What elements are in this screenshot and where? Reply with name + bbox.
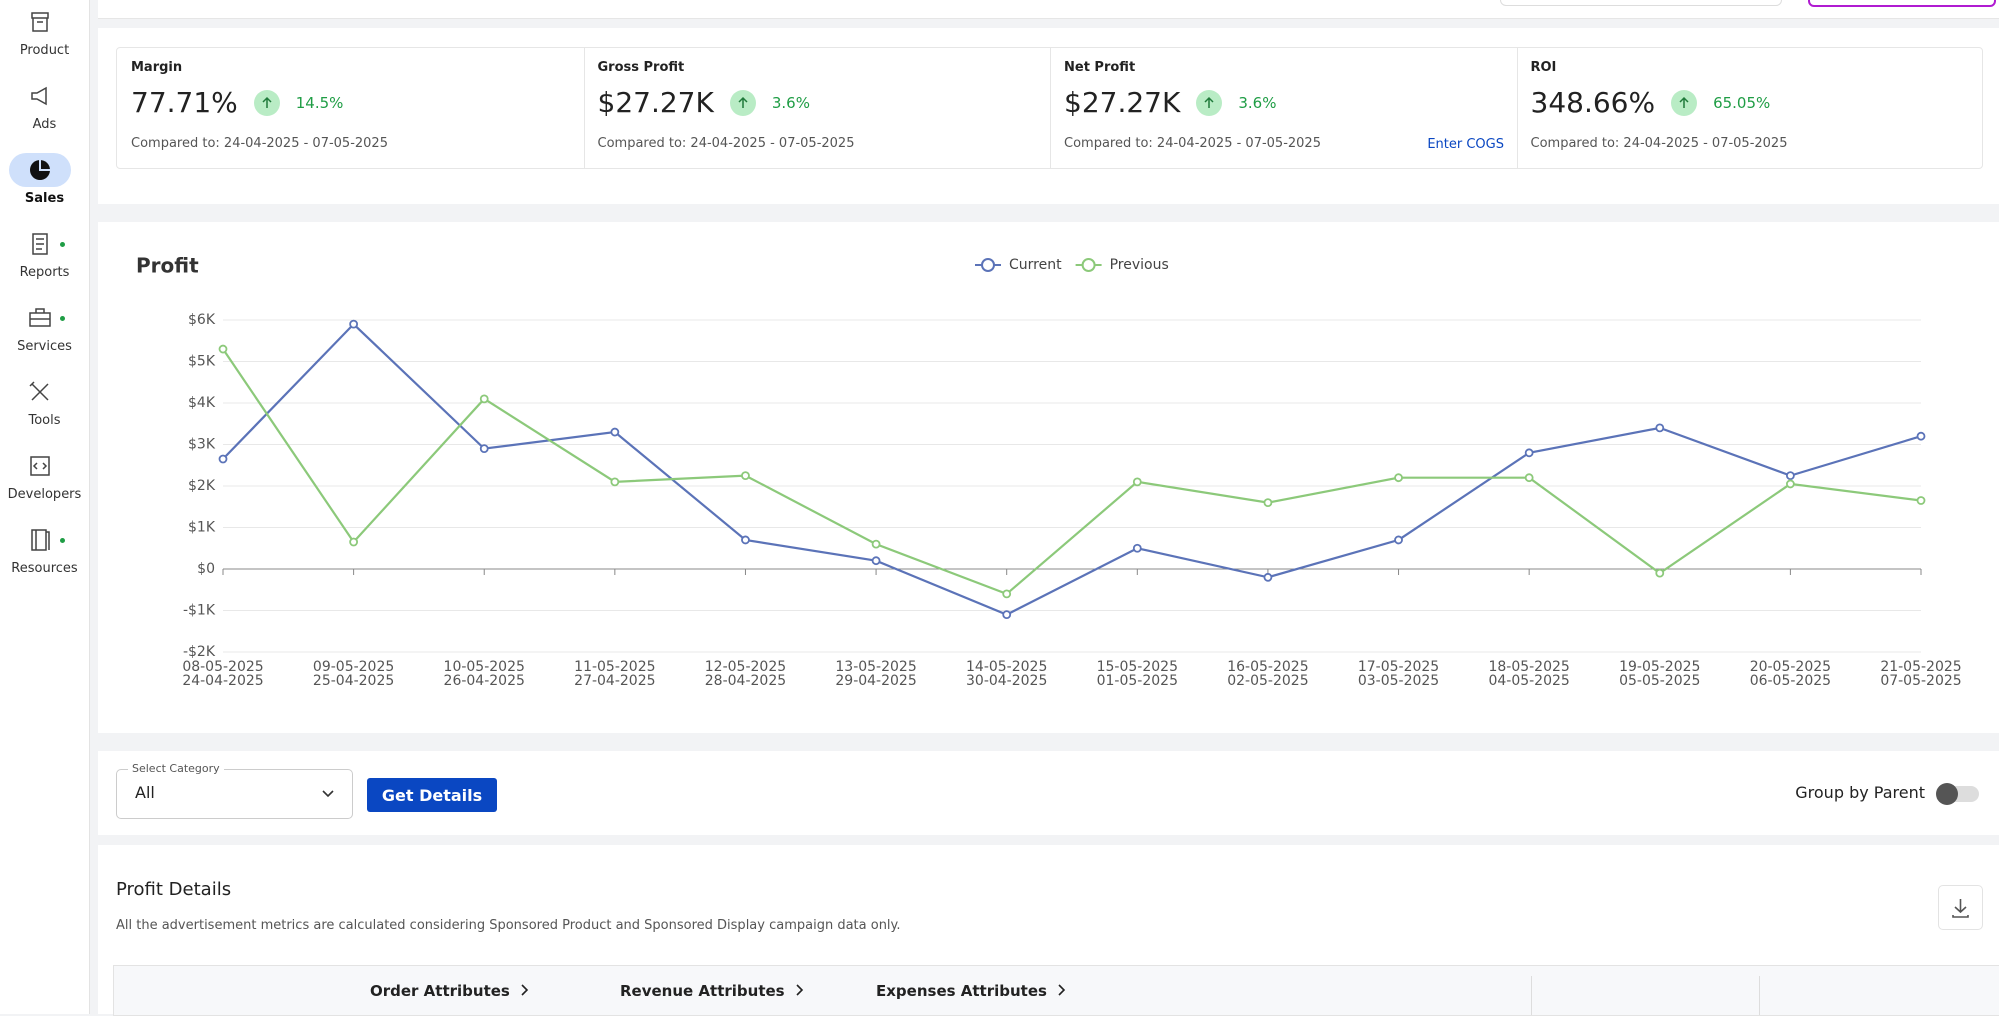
kpi-separator — [1516, 48, 1518, 168]
kpi: Net Profit $27.27K 3.6% Compared to: 24-04-… — [1050, 48, 1516, 168]
filter-card: All Select Category Get Details Group by… — [98, 751, 1999, 835]
kpi-change: 3.6% — [771, 93, 810, 112]
up-icon — [1671, 89, 1698, 116]
chart-card — [98, 222, 1999, 733]
chevron — [520, 982, 530, 1000]
kpi-value: $27.27K — [597, 86, 714, 119]
download-button[interactable] — [1938, 885, 1983, 930]
kpi-label: Gross Profit — [597, 60, 685, 75]
chevron — [322, 790, 334, 798]
status-dot — [60, 316, 65, 321]
column-group[interactable]: Order Attributes — [370, 982, 530, 1000]
status-dot — [60, 538, 65, 543]
category-select[interactable]: All — [116, 769, 353, 819]
kpi-label: Margin — [131, 60, 183, 75]
details-note: All the advertisement metrics are calcul… — [116, 918, 901, 933]
nav-item[interactable]: Services — [17, 339, 72, 354]
kpi-change: 14.5% — [295, 93, 344, 112]
kpi-separator — [1050, 48, 1051, 168]
column-label: Revenue Attributes — [620, 982, 785, 1000]
kpi-row: $27.27K 3.6% — [1064, 86, 1276, 119]
top-button[interactable] — [1808, 0, 1996, 7]
kpi-row: 77.71% 14.5% — [131, 86, 343, 119]
kpi-change: 65.05% — [1713, 93, 1771, 112]
group-toggle[interactable] — [1936, 783, 1979, 805]
up-icon — [1196, 89, 1223, 116]
kpi-separator — [583, 48, 585, 168]
kpi-row: $27.27K 3.6% — [598, 86, 810, 119]
nav-item[interactable]: Resources — [11, 561, 78, 576]
nav-icon — [30, 160, 50, 180]
column-label: Expenses Attributes — [876, 982, 1047, 1000]
nav-item[interactable]: Sales — [24, 191, 65, 206]
nav-icon — [29, 308, 51, 327]
nav-icon — [29, 381, 49, 401]
nav-icon — [31, 529, 50, 551]
table-header: Order Attributes Revenue Attributes Expens… — [113, 965, 1999, 1016]
column-label: Order Attributes — [370, 982, 510, 1000]
kpi: Gross Profit $27.27K 3.6% Compared to: 24-0… — [584, 48, 1050, 168]
kpi-compared: Compared to: 24-04-2025 - 07-05-2025 — [597, 136, 855, 151]
nav-item[interactable]: Product — [19, 43, 70, 58]
kpi-label: Net Profit — [1064, 60, 1136, 75]
toggle-label: Group by Parent — [1795, 783, 1925, 802]
kpi: Margin 77.71% 14.5% Compared to: 24-04-2025… — [117, 48, 583, 168]
kpi-card: Margin 77.71% 14.5% Compared to: 24-04-2025… — [98, 28, 1999, 204]
kpi-value: $27.27K — [1064, 86, 1181, 119]
status-dot — [60, 242, 65, 247]
chevron — [795, 982, 805, 1000]
kpi-compared: Compared to: 24-04-2025 - 07-05-2025 — [1530, 136, 1788, 151]
nav-icon — [30, 456, 50, 476]
kpi-value: 348.66% — [1530, 86, 1656, 119]
enter-cogs-link[interactable]: Enter COGS — [1427, 137, 1504, 152]
nav-icon — [31, 86, 47, 106]
kpi: ROI 348.66% 65.05% Compared to: 24-04-2025 … — [1517, 48, 1983, 168]
kpi-label: ROI — [1530, 60, 1557, 75]
chevron — [1057, 982, 1067, 1000]
column-group[interactable]: Revenue Attributes — [620, 982, 805, 1000]
select-value: All — [135, 783, 155, 802]
nav-item[interactable]: Ads — [32, 117, 57, 132]
nav-icon — [31, 12, 49, 32]
kpi-compared: Compared to: 24-04-2025 - 07-05-2025 — [131, 136, 388, 151]
kpi-value: 77.71% — [131, 86, 238, 119]
details-title: Profit Details — [116, 879, 232, 900]
nav-item[interactable]: Tools — [28, 413, 61, 428]
up-icon — [729, 89, 756, 116]
select-label: Select Category — [128, 762, 224, 775]
kpi-row: 348.66% 65.05% — [1531, 86, 1771, 119]
nav-item[interactable]: Developers — [7, 487, 82, 502]
sidebar: Product Ads Sales Reports Services Tools Devel… — [0, 0, 90, 1014]
kpi-compared: Compared to: 24-04-2025 - 07-05-2025 — [1064, 136, 1321, 151]
column-group[interactable]: Expenses Attributes — [876, 982, 1067, 1000]
top-bar — [98, 0, 1999, 19]
kpi-box: Margin 77.71% 14.5% Compared to: 24-04-2025… — [116, 47, 1983, 169]
nav-item[interactable]: Reports — [19, 265, 70, 280]
up-icon — [253, 89, 280, 116]
details-card: Profit Details All the advertisement met… — [98, 845, 1999, 1016]
get-details-button[interactable]: Get Details — [367, 778, 497, 812]
search-box[interactable] — [1500, 0, 1782, 6]
nav-icon — [32, 233, 48, 255]
kpi-change: 3.6% — [1238, 93, 1277, 112]
